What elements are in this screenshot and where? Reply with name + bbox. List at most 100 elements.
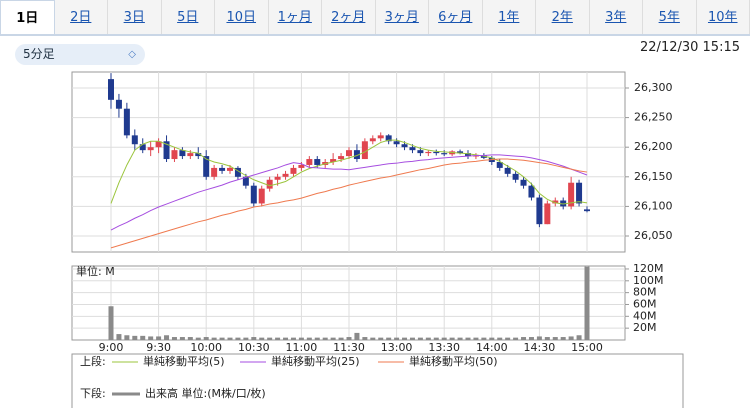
- volume-bar: [370, 337, 376, 340]
- volume-bar: [521, 337, 527, 340]
- volume-bar: [306, 337, 312, 340]
- candle-body: [552, 200, 559, 204]
- volume-bar: [164, 335, 170, 340]
- tab[interactable]: 2日: [55, 0, 108, 34]
- volume-bar: [124, 335, 130, 340]
- volume-bar: [544, 337, 550, 340]
- candle-body: [250, 185, 257, 204]
- candle-body: [179, 150, 186, 157]
- volume-bar: [576, 335, 582, 340]
- volume-bar: [433, 337, 439, 340]
- x-tick-label: 13:00: [381, 341, 413, 354]
- candle-body: [282, 173, 289, 177]
- tab[interactable]: 3ヶ月: [376, 0, 429, 34]
- y-tick-label: 60M: [633, 297, 657, 310]
- candle-body: [115, 99, 122, 109]
- volume-bar: [465, 337, 471, 340]
- ma-line: [110, 139, 588, 205]
- candle-body: [234, 167, 241, 177]
- candle-body: [401, 144, 408, 148]
- candle-body: [330, 159, 337, 162]
- volume-bar: [528, 337, 534, 340]
- candle-body: [338, 156, 345, 160]
- candle-body: [274, 176, 281, 180]
- interval-select[interactable]: 5分足 ◇: [15, 44, 145, 65]
- volume-bar: [505, 337, 511, 340]
- volume-bar: [354, 332, 360, 340]
- x-tick-label: 14:30: [524, 341, 556, 354]
- candle-body: [512, 173, 519, 180]
- ma-line: [110, 154, 588, 231]
- tab[interactable]: 3日: [108, 0, 162, 34]
- volume-bar: [409, 337, 415, 340]
- volume-bar: [425, 337, 431, 340]
- volume-bar: [497, 337, 503, 340]
- tab[interactable]: 1年: [483, 0, 536, 34]
- y-tick-label: 26,150: [634, 170, 673, 183]
- candle-body: [369, 138, 376, 142]
- candle-body: [346, 150, 352, 157]
- volume-bar: [298, 337, 304, 340]
- tab[interactable]: 5年: [643, 0, 697, 34]
- volume-bar: [148, 336, 154, 340]
- volume-bar: [314, 337, 320, 340]
- interval-label: 5分足: [23, 47, 55, 61]
- volume-bar: [362, 337, 368, 340]
- y-tick-label: 120M: [633, 262, 664, 275]
- volume-bar: [322, 337, 328, 340]
- candle-body: [393, 141, 400, 145]
- volume-bar: [441, 337, 447, 340]
- candle-body: [560, 200, 567, 207]
- x-tick-label: 10:00: [190, 341, 222, 354]
- volume-bar: [235, 337, 241, 340]
- volume-bar: [156, 336, 162, 340]
- candle-body: [139, 144, 146, 151]
- tab[interactable]: 2年: [536, 0, 590, 34]
- y-tick-label: 40M: [633, 309, 657, 322]
- candle-body: [290, 167, 297, 174]
- x-tick-label: 14:00: [476, 341, 508, 354]
- candle-body: [187, 153, 194, 157]
- candle-body: [496, 162, 503, 168]
- volume-bar: [267, 337, 273, 340]
- tab[interactable]: 10日: [215, 0, 269, 34]
- candle-body: [480, 155, 487, 158]
- volume-bar: [179, 337, 185, 340]
- candle-body: [544, 203, 551, 225]
- tab[interactable]: 2ヶ月: [322, 0, 376, 34]
- legend-label: 単純移動平均(25): [271, 354, 360, 368]
- volume-bar: [346, 337, 352, 340]
- volume-bar: [457, 337, 463, 340]
- candle-body: [377, 135, 384, 139]
- volume-bar: [402, 337, 408, 340]
- candle-body: [385, 135, 392, 142]
- candle-body: [108, 79, 114, 100]
- volume-bar: [187, 337, 193, 340]
- volume-bar: [330, 337, 336, 340]
- tab[interactable]: 6ヶ月: [429, 0, 483, 34]
- candle-body: [163, 141, 170, 160]
- legend-title: 上段:: [80, 354, 106, 368]
- candle-body: [211, 167, 218, 177]
- candle-body: [528, 185, 535, 198]
- volume-bar: [283, 337, 289, 340]
- tab[interactable]: 1ヶ月: [269, 0, 322, 34]
- tab[interactable]: 5日: [162, 0, 215, 34]
- volume-bar: [568, 336, 574, 340]
- y-tick-label: 26,050: [634, 229, 673, 242]
- volume-bar: [481, 337, 487, 340]
- tab[interactable]: 3年: [590, 0, 643, 34]
- candle-body: [258, 188, 265, 204]
- legend-label: 出来高 単位:(M株/口/枚): [145, 386, 266, 400]
- tab[interactable]: 1日: [0, 0, 55, 34]
- volume-bar: [584, 266, 590, 340]
- volume-bar: [386, 337, 392, 340]
- volume-bar: [378, 337, 384, 340]
- candle-body: [266, 179, 273, 189]
- volume-bar: [417, 337, 423, 340]
- volume-bar: [108, 306, 114, 340]
- candle-body: [417, 150, 424, 154]
- candle-body: [123, 108, 130, 136]
- ma-line: [110, 158, 588, 249]
